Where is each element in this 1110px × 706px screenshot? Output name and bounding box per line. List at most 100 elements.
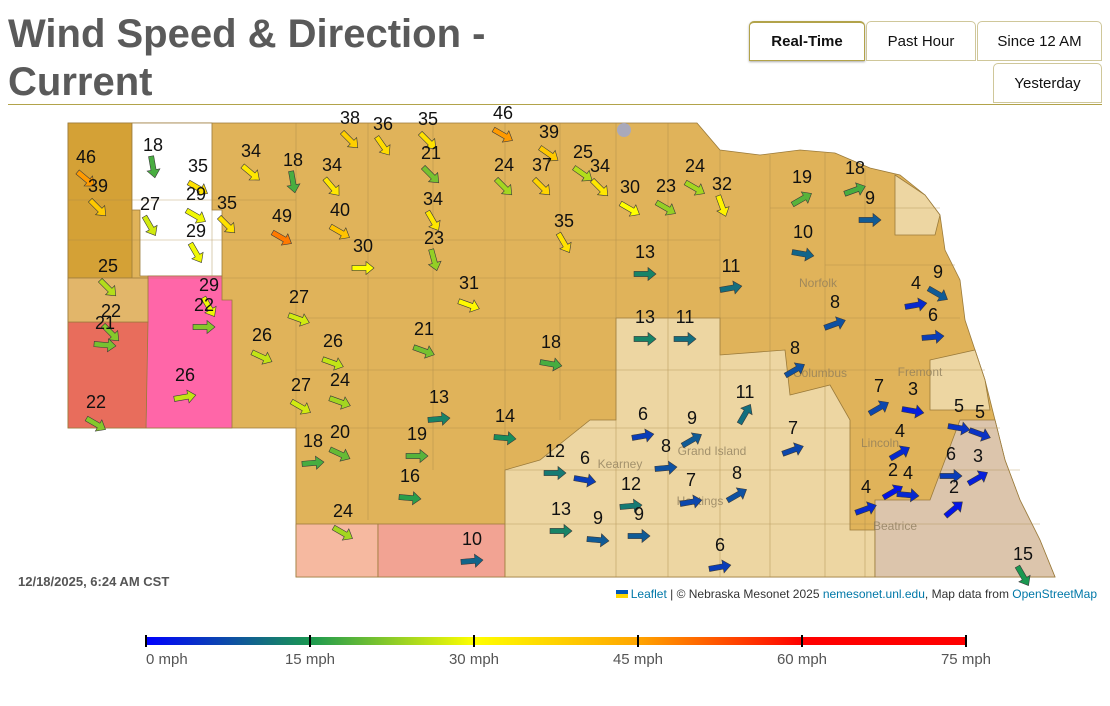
- place-label: Norfolk: [799, 276, 838, 290]
- wind-arrow: [84, 415, 106, 432]
- wind-speed-label: 18: [541, 332, 561, 352]
- wind-speed-label: 8: [661, 436, 671, 456]
- wind-speed-label: 46: [76, 147, 96, 167]
- wind-speed-label: 9: [593, 508, 603, 528]
- wind-arrow: [97, 277, 117, 297]
- flag-icon: [615, 590, 628, 598]
- wind-arrow: [715, 194, 730, 217]
- place-label: Columbus: [793, 366, 847, 380]
- wind-speed-label: 7: [874, 376, 884, 396]
- wind-arrow: [888, 445, 910, 462]
- attribution-link[interactable]: Leaflet: [630, 587, 667, 601]
- legend-label: 60 mph: [777, 651, 827, 668]
- place-labels: Norfolk Columbus Fremont Grand Island Kearne…: [598, 276, 943, 533]
- tab[interactable]: Real-Time: [749, 21, 865, 61]
- wind-speed-label: 35: [217, 193, 237, 213]
- wind-speed-label: 26: [252, 325, 272, 345]
- wind-arrow: [680, 432, 702, 449]
- wind-arrow: [493, 176, 513, 196]
- wind-speed-label: 39: [539, 122, 559, 142]
- wind-arrow: [321, 356, 344, 371]
- wind-arrow: [549, 523, 573, 539]
- wind-arrow: [736, 404, 753, 426]
- wind-arrow: [633, 331, 657, 347]
- county-line: [68, 123, 1040, 577]
- place-label: Kearney: [598, 457, 643, 471]
- wind-arrow: [654, 460, 678, 475]
- attribution-link[interactable]: OpenStreetMap: [1012, 587, 1097, 601]
- wind-speed-label: 4: [861, 477, 871, 497]
- wind-arrow: [618, 200, 640, 217]
- wind-speed-label: 11: [722, 256, 741, 276]
- region: [67, 321, 149, 429]
- wind-speed-label: 39: [88, 176, 108, 196]
- wind-arrow: [619, 498, 643, 513]
- wind-arrow: [216, 214, 236, 234]
- wind-speed-label: 30: [620, 177, 640, 197]
- wind-arrow: [683, 179, 705, 196]
- wind-arrow: [947, 421, 971, 436]
- tab[interactable]: Past Hour: [866, 21, 976, 61]
- wind-arrow: [586, 533, 610, 548]
- wind-speed-label: 31: [459, 273, 479, 293]
- wind-arrow: [100, 322, 120, 342]
- wind-arrow: [867, 400, 889, 417]
- wind-speed-label: 2: [949, 477, 959, 497]
- wind-speed-label: 46: [493, 103, 513, 123]
- tab[interactable]: Yesterday: [993, 63, 1102, 103]
- wind-arrow: [173, 389, 197, 404]
- wind-speed-label: 22: [101, 301, 121, 321]
- wind-speed-label: 25: [98, 256, 118, 276]
- wind-arrow: [417, 130, 437, 150]
- legend-bar: [146, 637, 966, 645]
- wind-arrow: [240, 163, 260, 181]
- wind-speed-label: 18: [303, 431, 323, 451]
- wind-arrow: [405, 448, 429, 464]
- county-lines: [68, 123, 1040, 577]
- region: [145, 275, 233, 429]
- legend-label: 30 mph: [449, 651, 499, 668]
- wind-arrow: [679, 494, 703, 509]
- wind-arrow: [412, 344, 435, 359]
- place-label: Beatrice: [873, 519, 917, 533]
- wind-speed-label: 21: [421, 143, 441, 163]
- tab[interactable]: Since 12 AM: [977, 21, 1102, 61]
- wind-speed-label: 11: [736, 382, 755, 402]
- wind-arrow: [1014, 564, 1031, 586]
- wind-speed-label: 11: [676, 307, 695, 327]
- wind-arrow: [491, 126, 513, 143]
- wind-speed-label: 7: [788, 418, 798, 438]
- wind-arrow: [791, 247, 815, 262]
- wind-arrow: [270, 229, 292, 246]
- wind-arrow: [328, 395, 351, 410]
- wind-speed-label: 21: [414, 319, 434, 339]
- wind-speed-label: 24: [494, 155, 514, 175]
- wind-speed-label: 14: [495, 406, 515, 426]
- wind-arrow: [141, 214, 158, 236]
- wind-speed-label: 35: [554, 211, 574, 231]
- wind-speed-label: 4: [911, 273, 921, 293]
- attribution-link[interactable]: nemesonet.unl.edu: [822, 587, 925, 601]
- attribution-text: | © Nebraska Mesonet 2025: [666, 587, 823, 601]
- wind-arrow: [184, 207, 206, 224]
- wind-speed-label: 29: [186, 221, 206, 241]
- place-label: Grand Island: [678, 444, 747, 458]
- wind-speed-label: 4: [903, 463, 913, 483]
- wind-speed-label: 35: [188, 156, 208, 176]
- wind-speed-label: 36: [373, 114, 393, 134]
- wind-arrow: [200, 295, 217, 317]
- wind-arrow: [250, 349, 273, 365]
- wind-arrow: [823, 316, 846, 331]
- wind-speed-label: 24: [330, 370, 350, 390]
- wind-speed-label: 8: [732, 463, 742, 483]
- wind-arrow: [790, 191, 812, 208]
- divider: [8, 104, 1102, 105]
- legend-label: 45 mph: [613, 651, 663, 668]
- wind-arrow: [328, 223, 350, 240]
- wind-arrow: [904, 297, 928, 312]
- wind-speed-label: 15: [1013, 544, 1033, 564]
- region: [929, 349, 991, 411]
- wind-arrow: [322, 176, 340, 196]
- wind-arrow: [493, 431, 517, 446]
